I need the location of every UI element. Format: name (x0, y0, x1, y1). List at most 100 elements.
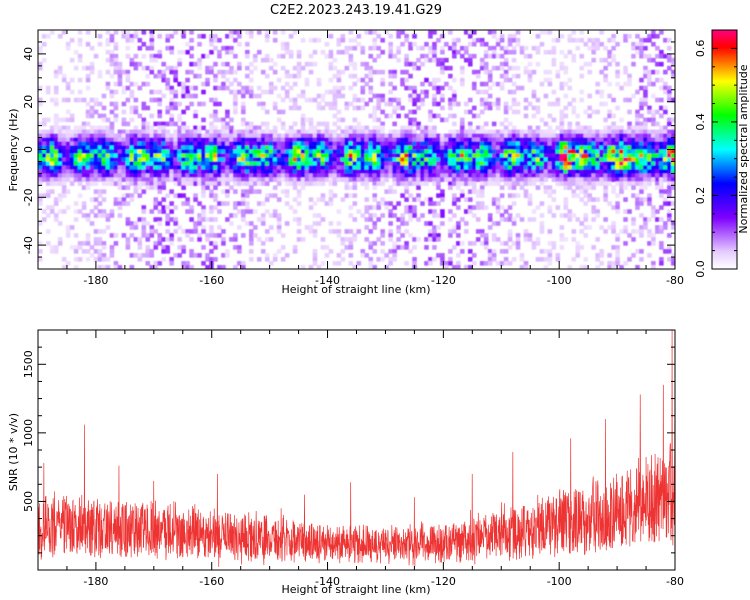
heatmap-cell (667, 97, 672, 103)
heatmap-cell (487, 101, 493, 107)
heatmap-cell (300, 141, 306, 147)
heatmap-cell (503, 73, 509, 79)
heatmap-cell (599, 253, 604, 258)
heatmap-cell (599, 249, 604, 254)
heatmap-cell (631, 125, 636, 131)
heatmap-cell (141, 81, 147, 87)
heatmap-cell (655, 209, 660, 214)
heatmap-cell (352, 37, 358, 43)
x-tick-label: -100 (547, 274, 572, 287)
heatmap-cell (559, 137, 565, 143)
heatmap-cell (169, 65, 174, 71)
heatmap-cell (543, 249, 549, 254)
heatmap-cell (463, 57, 469, 63)
heatmap-cell (615, 169, 620, 174)
heatmap-cell (428, 33, 433, 39)
heatmap-cell (364, 217, 370, 222)
heatmap-cell (499, 121, 505, 127)
heatmap-cell (671, 157, 675, 163)
heatmap-cell (603, 189, 608, 194)
heatmap-cell (388, 169, 393, 174)
heatmap-cell (97, 149, 103, 155)
heatmap-cell (396, 137, 401, 143)
heatmap-cell (245, 65, 250, 71)
heatmap-cell (364, 73, 370, 79)
heatmap-cell (209, 209, 214, 214)
heatmap-cell (591, 165, 596, 171)
heatmap-cell (197, 217, 202, 222)
heatmap-cell (49, 133, 55, 139)
heatmap-cell (376, 125, 381, 131)
heatmap-cell (332, 177, 338, 182)
heatmap-cell (292, 153, 298, 159)
heatmap-cell (304, 149, 310, 155)
heatmap-cell (117, 153, 123, 159)
heatmap-cell (85, 137, 91, 143)
heatmap-cell (404, 241, 409, 246)
heatmap-cell (519, 157, 525, 163)
heatmap-cell (320, 237, 326, 242)
heatmap-cell (296, 133, 302, 139)
heatmap-cell (463, 157, 469, 163)
heatmap-cell (368, 149, 374, 155)
heatmap-cell (555, 101, 561, 107)
heatmap-cell (77, 181, 83, 186)
heatmap-cell (651, 145, 656, 151)
heatmap-cell (197, 173, 202, 178)
heatmap-cell (193, 85, 198, 91)
heatmap-cell (89, 45, 95, 51)
heatmap-cell (507, 141, 513, 147)
heatmap-cell (169, 209, 174, 214)
heatmap-cell (388, 133, 393, 139)
heatmap-cell (245, 129, 250, 135)
heatmap-cell (97, 157, 103, 163)
heatmap-cell (161, 77, 166, 83)
heatmap-cell (376, 133, 381, 139)
heatmap-cell (149, 149, 155, 155)
heatmap-cell (372, 41, 378, 47)
heatmap-cell (332, 129, 338, 135)
heatmap-cell (328, 249, 334, 254)
heatmap-cell (93, 97, 99, 103)
heatmap-cell (133, 33, 139, 39)
heatmap-cell (69, 181, 75, 186)
heatmap-cell (201, 137, 206, 143)
heatmap-cell (436, 177, 441, 182)
heatmap-cell (205, 161, 210, 167)
heatmap-cell (639, 77, 644, 83)
heatmap-cell (483, 105, 489, 111)
heatmap-cell (280, 145, 286, 151)
heatmap-cell (603, 153, 608, 159)
heatmap-cell (197, 221, 202, 226)
heatmap-cell (535, 133, 541, 139)
heatmap-cell (487, 181, 493, 186)
heatmap-cell (392, 169, 397, 174)
heatmap-cell (563, 237, 569, 242)
heatmap-cell (647, 229, 652, 234)
heatmap-cell (348, 173, 354, 178)
heatmap-cell (133, 189, 139, 194)
heatmap-cell (45, 177, 51, 182)
heatmap-cell (452, 101, 457, 107)
heatmap-cell (328, 129, 334, 135)
heatmap-cell (185, 157, 190, 163)
heatmap-cell (667, 133, 672, 139)
heatmap-cell (153, 217, 159, 222)
heatmap-cell (245, 49, 250, 55)
heatmap-cell (304, 129, 310, 135)
heatmap-cell (483, 41, 489, 47)
heatmap-cell (444, 41, 449, 47)
heatmap-cell (213, 149, 218, 155)
heatmap-cell (499, 61, 505, 67)
heatmap-cell (639, 229, 644, 234)
heatmap-cell (201, 153, 206, 159)
heatmap-cell (503, 145, 509, 151)
heatmap-cell (563, 113, 569, 119)
heatmap-cell (511, 81, 517, 87)
heatmap-cell (296, 49, 302, 55)
heatmap-cell (667, 213, 672, 218)
heatmap-cell (631, 229, 636, 234)
heatmap-cell (507, 205, 513, 210)
heatmap-cell (460, 121, 465, 127)
heatmap-cell (392, 157, 397, 163)
